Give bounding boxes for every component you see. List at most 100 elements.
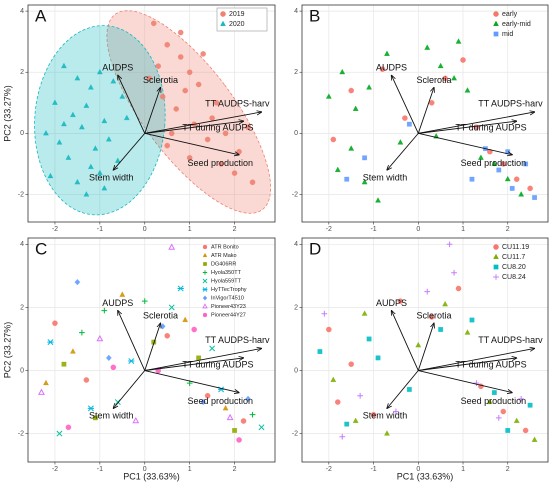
loading-arrow: [144, 132, 239, 154]
point: [186, 69, 193, 75]
point: [52, 320, 58, 326]
point: [88, 163, 94, 169]
point: [384, 430, 390, 436]
point: [344, 421, 350, 427]
point: [110, 78, 117, 84]
point: [523, 161, 528, 167]
point: [204, 393, 211, 399]
point: [505, 428, 511, 433]
point: [532, 195, 537, 200]
loading-label: AUDPS: [376, 63, 407, 73]
y-tick-label: 0: [20, 367, 24, 374]
loading-arrow: [417, 88, 434, 134]
loading-arrow: [417, 323, 434, 371]
panel-label: A: [35, 6, 47, 25]
x-tick-label: 2: [233, 226, 237, 233]
loading-arrow: [391, 75, 419, 134]
loading-arrow: [144, 88, 161, 134]
point: [132, 416, 140, 424]
panel: -2 -1 0 1 2 -2 0 2 4 AUDPS Sclerotia TT AUDPS-harv T…: [292, 237, 549, 481]
point: [56, 139, 63, 145]
panel: -2 -1 0 1 2 -2 0 2 4 AUDPS Sclerotia TT AUDPS-harv T…: [2, 4, 276, 233]
point: [424, 44, 431, 50]
point: [384, 50, 390, 56]
point: [168, 243, 176, 250]
loading-label: Sclerotia: [143, 311, 178, 321]
point: [487, 398, 493, 405]
loading-arrow: [144, 348, 262, 371]
point: [330, 136, 337, 143]
point: [38, 388, 45, 395]
point: [96, 334, 104, 342]
panel-label: B: [309, 6, 320, 25]
point: [442, 300, 448, 307]
confidence-ellipse: [34, 25, 166, 216]
x-tick-label: 1: [188, 226, 192, 233]
x-tick-label: -1: [370, 226, 376, 233]
point: [74, 178, 81, 185]
y-tick-label: 0: [294, 367, 298, 374]
legend-marker: [493, 264, 499, 270]
point: [366, 84, 372, 90]
plot-area: [38, 243, 265, 443]
point: [406, 121, 412, 127]
y-tick-label: -2: [18, 191, 24, 198]
point: [146, 75, 153, 82]
legend-label: mid: [502, 31, 513, 38]
point: [155, 63, 161, 69]
point: [437, 62, 444, 69]
loading-arrow: [113, 133, 146, 170]
loading-label: TT AUDPS-harv: [478, 335, 543, 345]
y-tick-label: 4: [294, 8, 298, 15]
legend-marker: [220, 20, 226, 26]
point: [168, 304, 175, 311]
legend-marker: [202, 303, 208, 309]
legend-label: CU11.19: [502, 244, 529, 251]
plot-area: [317, 241, 538, 442]
plot-frame: [27, 237, 276, 463]
loading-arrow: [118, 311, 146, 371]
point: [83, 377, 90, 383]
point: [83, 191, 90, 197]
y-tick-label: 4: [20, 241, 24, 248]
panel-label: C: [35, 239, 47, 258]
point: [370, 411, 377, 418]
point: [424, 288, 431, 295]
x-tick-label: 0: [143, 226, 147, 233]
point: [47, 172, 54, 179]
point: [79, 329, 85, 336]
legend-label: early-mid: [502, 21, 531, 28]
point: [344, 176, 350, 182]
legend-marker: [202, 312, 208, 318]
point: [232, 428, 237, 433]
point: [325, 93, 332, 99]
legend-label: DG406RR: [211, 261, 236, 267]
point: [348, 145, 355, 151]
point: [326, 326, 332, 333]
loading-label: TT AUDPS-harv: [205, 98, 270, 108]
legend-marker: [202, 270, 208, 275]
loading-arrow: [118, 75, 146, 134]
point: [52, 99, 58, 105]
y-tick-label: 0: [294, 130, 298, 137]
legend-label: Pioneer43Y23: [211, 304, 246, 310]
y-tick-label: 2: [20, 304, 24, 311]
y-tick-label: -2: [18, 430, 24, 437]
point: [70, 348, 76, 354]
point: [455, 285, 462, 292]
x-axis-title: PC1 (33.63%): [397, 471, 454, 481]
loading-label: Seed production: [461, 396, 527, 406]
legend-marker: [202, 278, 208, 284]
point: [352, 105, 359, 111]
point: [397, 139, 404, 145]
point: [491, 390, 497, 395]
x-tick-label: 2: [233, 466, 237, 473]
loading-arrow: [418, 370, 512, 393]
point: [182, 87, 188, 94]
legend-marker: [493, 274, 499, 280]
y-axis-title: PC2 (33.27%): [2, 85, 12, 142]
point: [150, 20, 157, 27]
point: [469, 317, 475, 323]
loading-label: Stem width: [363, 172, 408, 182]
point: [518, 191, 525, 197]
